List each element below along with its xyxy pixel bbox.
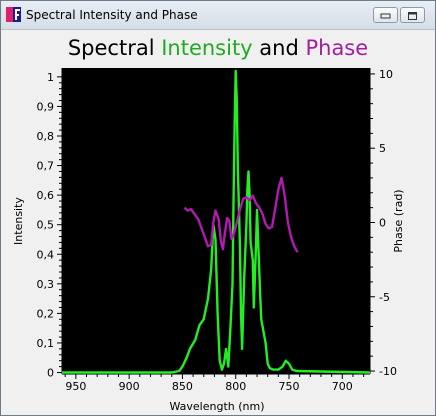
y-tick-label: 0 bbox=[47, 367, 54, 380]
y-tick-label: 0,7 bbox=[37, 160, 55, 173]
y2-tick-label: 0 bbox=[379, 216, 386, 229]
x-axis-label: Wavelength (nm) bbox=[169, 400, 264, 413]
right-axis: 10 5 0 -5 -10 bbox=[369, 68, 397, 378]
maximize-icon bbox=[408, 12, 417, 20]
plot-title-phase: Phase bbox=[305, 36, 369, 60]
left-axis: 0 0,1 0,2 0,3 0,4 0,5 0,6 0,7 0,8 0,9 1 bbox=[37, 68, 63, 380]
minimize-button[interactable] bbox=[373, 7, 398, 23]
x-tick-label: 850 bbox=[172, 380, 193, 393]
y2-tick-label: -10 bbox=[379, 365, 397, 378]
maximize-button[interactable] bbox=[400, 7, 425, 23]
minimize-icon bbox=[380, 13, 391, 19]
plot-background bbox=[62, 68, 370, 374]
y-tick-label: 1 bbox=[47, 71, 54, 84]
y-tick-label: 0,5 bbox=[37, 219, 55, 232]
y-tick-label: 0,4 bbox=[37, 248, 55, 261]
igor-pro-icon bbox=[6, 7, 21, 22]
y2-tick-label: -5 bbox=[379, 291, 390, 304]
intensity-line bbox=[62, 69, 371, 374]
y-tick-label: 0,3 bbox=[37, 278, 55, 291]
x-tick-label: 900 bbox=[119, 380, 140, 393]
x-tick-label: 800 bbox=[225, 380, 246, 393]
series-layer bbox=[62, 69, 371, 374]
x-tick-label: 950 bbox=[65, 380, 86, 393]
phase-line bbox=[183, 176, 299, 253]
x-tick-label: 750 bbox=[279, 380, 300, 393]
y-tick-label: 0,2 bbox=[37, 307, 55, 320]
x-tick-label: 700 bbox=[332, 380, 353, 393]
y-tick-label: 0,9 bbox=[37, 100, 55, 113]
y2-tick-label: 5 bbox=[379, 142, 386, 155]
plot-title-part3: and bbox=[252, 36, 306, 60]
y-axis-label: Intensity bbox=[12, 197, 25, 245]
y2-axis-label: Phase (rad) bbox=[392, 189, 405, 252]
title-bar[interactable]: Spectral Intensity and Phase bbox=[1, 1, 435, 30]
window-title: Spectral Intensity and Phase bbox=[26, 8, 198, 22]
plot-title-intensity: Intensity bbox=[161, 36, 253, 60]
plot-title: Spectral Intensity and Phase bbox=[0, 36, 436, 60]
y2-tick-label: 10 bbox=[379, 68, 393, 81]
bottom-axis: 950 900 850 800 750 700 bbox=[62, 373, 370, 393]
y-tick-label: 0,1 bbox=[37, 337, 55, 350]
y-tick-label: 0,8 bbox=[37, 130, 55, 143]
plot-title-part1: Spectral bbox=[67, 36, 162, 60]
y-tick-label: 0,6 bbox=[37, 189, 55, 202]
